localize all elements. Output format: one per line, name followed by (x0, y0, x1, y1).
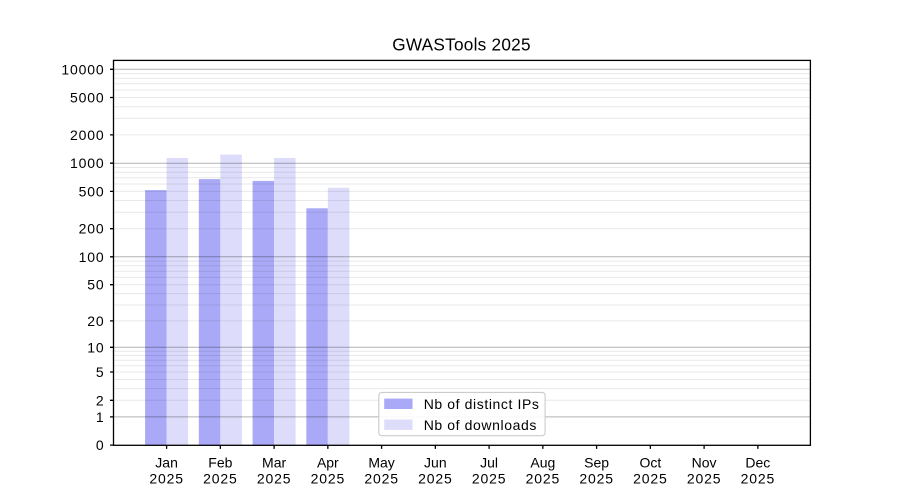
svg-text:Nb of downloads: Nb of downloads (424, 417, 537, 433)
svg-text:2025: 2025 (203, 471, 238, 487)
svg-text:2025: 2025 (633, 471, 668, 487)
svg-text:2025: 2025 (311, 471, 346, 487)
svg-text:Apr: Apr (317, 455, 339, 471)
svg-text:2025: 2025 (526, 471, 561, 487)
svg-text:1: 1 (96, 409, 105, 425)
svg-text:May: May (368, 455, 394, 471)
svg-text:2025: 2025 (418, 471, 453, 487)
svg-text:10000: 10000 (61, 61, 104, 77)
svg-text:10: 10 (87, 339, 104, 355)
svg-text:20: 20 (87, 313, 104, 329)
svg-text:Sep: Sep (584, 455, 609, 471)
svg-text:2025: 2025 (687, 471, 722, 487)
svg-text:2025: 2025 (741, 471, 776, 487)
svg-text:Jan: Jan (155, 455, 178, 471)
svg-text:Nov: Nov (692, 455, 717, 471)
svg-text:500: 500 (79, 183, 105, 199)
svg-text:5000: 5000 (70, 90, 105, 106)
svg-text:2025: 2025 (257, 471, 292, 487)
svg-text:2025: 2025 (149, 471, 184, 487)
svg-text:50: 50 (87, 277, 104, 293)
svg-text:2025: 2025 (579, 471, 614, 487)
svg-text:Aug: Aug (530, 455, 555, 471)
svg-text:1000: 1000 (70, 155, 105, 171)
svg-text:200: 200 (79, 221, 105, 237)
svg-text:Oct: Oct (639, 455, 661, 471)
svg-text:0: 0 (96, 437, 105, 453)
svg-text:2025: 2025 (364, 471, 399, 487)
svg-text:2000: 2000 (70, 127, 105, 143)
svg-text:Jul: Jul (480, 455, 498, 471)
svg-text:100: 100 (79, 249, 105, 265)
svg-text:GWASTools 2025: GWASTools 2025 (392, 35, 531, 55)
svg-text:Mar: Mar (262, 455, 286, 471)
svg-text:2025: 2025 (472, 471, 507, 487)
svg-text:Dec: Dec (745, 455, 770, 471)
svg-text:Feb: Feb (208, 455, 232, 471)
svg-text:Jun: Jun (424, 455, 447, 471)
svg-text:2: 2 (96, 392, 105, 408)
svg-text:5: 5 (96, 364, 105, 380)
svg-text:Nb of distinct IPs: Nb of distinct IPs (424, 396, 540, 412)
